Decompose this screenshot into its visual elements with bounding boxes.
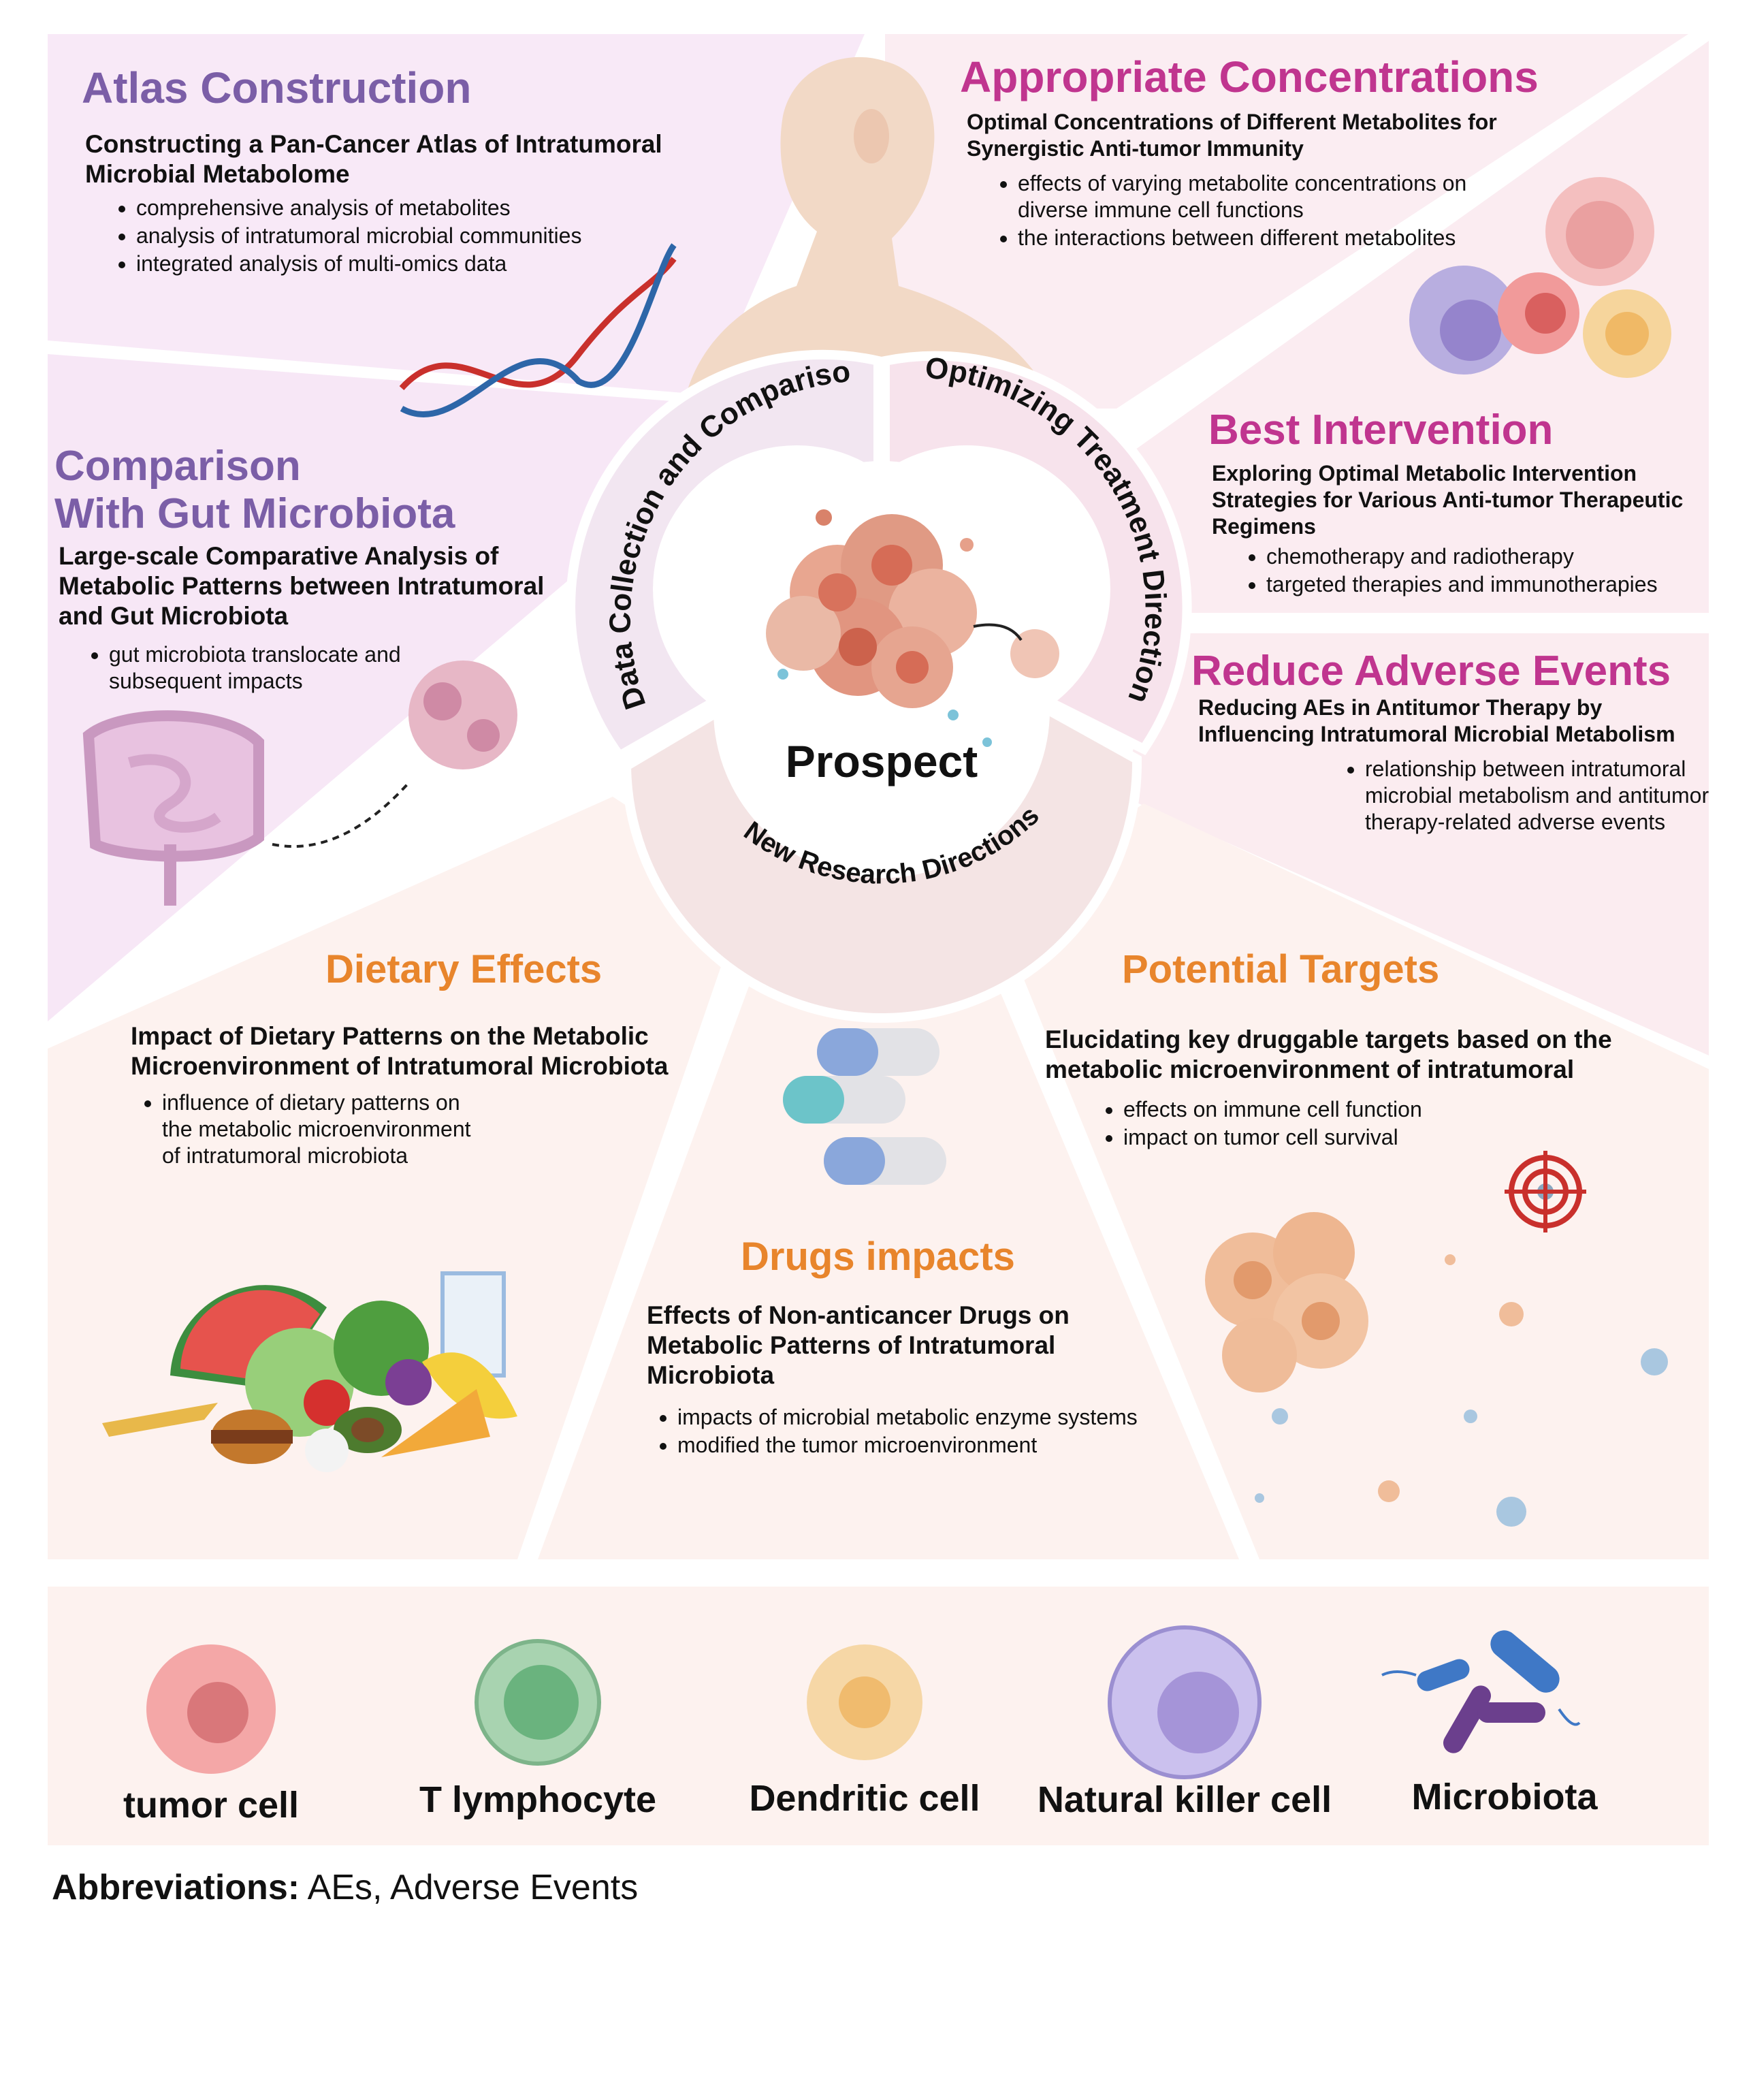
food-illustration [102, 1271, 517, 1472]
capsules-illustration [783, 1028, 946, 1185]
adverse-subtitle: Reducing AEs in Antitumor Therapy by Inf… [1198, 695, 1675, 746]
concentrations-title: Appropriate Concentrations [960, 52, 1539, 101]
atlas-bullets: comprehensive analysis of metabolites an… [89, 195, 626, 279]
human-silhouette [681, 57, 1062, 423]
natural-killer-cell-icon [1108, 1625, 1262, 1779]
comparison-title-line2: With Gut Microbiota [54, 490, 455, 537]
legend-label-tumor-cell: tumor cell [123, 1785, 300, 1826]
concentrations-bullets: effects of varying metabolite concentrat… [970, 170, 1508, 253]
immune-cell-cluster [1409, 177, 1671, 378]
comparison-bullet: gut microbiota translocate and subsequen… [109, 641, 449, 695]
drugs-bullets: impacts of microbial metabolic enzyme sy… [630, 1404, 1154, 1460]
dietary-title: Dietary Effects [325, 947, 603, 991]
intervention-bullet: chemotherapy and radiotherapy [1266, 543, 1751, 570]
drugs-bullet: modified the tumor microenvironment [677, 1432, 1154, 1459]
adverse-bullet: relationship between intratumoral microb… [1365, 756, 1746, 836]
concentrations-bullet: the interactions between different metab… [1018, 225, 1508, 251]
targets-bullet: effects on immune cell function [1123, 1096, 1600, 1123]
central-tumor-cluster [766, 509, 1059, 747]
atlas-subtitle: Constructing a Pan-Cancer Atlas of Intra… [85, 130, 662, 188]
target-illustration [1505, 1151, 1586, 1232]
concentrations-subtitle: Optimal Concentrations of Different Meta… [967, 110, 1497, 161]
abbreviations-footer: Abbreviations: AEs, Adverse Events [52, 1867, 638, 1908]
dietary-subtitle: Impact of Dietary Patterns on the Metabo… [131, 1022, 669, 1080]
drugs-title: Drugs impacts [741, 1235, 1015, 1279]
intervention-bullet: targeted therapies and immunotherapies [1266, 571, 1751, 598]
intestine-illustration [82, 661, 517, 906]
comparison-bullets: gut microbiota translocate and subsequen… [61, 641, 449, 696]
dietary-bullet: influence of dietary patterns on the met… [162, 1089, 489, 1169]
legend-label-dendritic-cell: Dendritic cell [749, 1778, 980, 1819]
atlas-title: Atlas Construction [82, 63, 472, 112]
legend-label-t-lymphocyte: T lymphocyte [419, 1779, 657, 1820]
comparison-title: Comparison With Gut Microbiota [54, 443, 455, 538]
tumor-cluster-right [1205, 1212, 1668, 1527]
drugs-panel-bg [538, 912, 1239, 1559]
comparison-title-line1: Comparison [54, 443, 301, 490]
tumor-cell-icon [146, 1644, 276, 1774]
drugs-bullet: impacts of microbial metabolic enzyme sy… [677, 1404, 1154, 1431]
dietary-bullets: influence of dietary patterns on the met… [114, 1089, 489, 1171]
dna-helix-illustration [399, 243, 677, 417]
abbreviations-label: Abbreviations: [52, 1868, 300, 1907]
abbreviations-text: AEs, Adverse Events [300, 1868, 639, 1907]
microbiota-icon [1381, 1630, 1581, 1753]
dendritic-cell-icon [807, 1644, 922, 1760]
targets-bullets: effects on immune cell function impact o… [1076, 1096, 1600, 1152]
targets-panel-bg [994, 804, 1709, 1559]
intervention-bullets: chemotherapy and radiotherapy targeted t… [1219, 543, 1751, 599]
atlas-bullet: comprehensive analysis of metabolites [136, 195, 626, 221]
concentrations-panel-bg [885, 34, 1688, 409]
legend-label-microbiota: Microbiota [1411, 1777, 1598, 1817]
concentrations-bullet: effects of varying metabolite concentrat… [1018, 170, 1508, 223]
intervention-subtitle: Exploring Optimal Metabolic Intervention… [1212, 461, 1684, 539]
targets-bullet: impact on tumor cell survival [1123, 1124, 1600, 1151]
targets-subtitle: Elucidating key druggable targets based … [1045, 1025, 1612, 1083]
adverse-bullets: relationship between intratumoral microb… [1317, 756, 1746, 837]
intervention-title: Best Intervention [1208, 407, 1554, 454]
t-lymphocyte-icon [475, 1639, 601, 1766]
adverse-title: Reduce Adverse Events [1191, 648, 1671, 695]
adverse-panel-bg [1123, 633, 1709, 1055]
atlas-bullet: analysis of intratumoral microbial commu… [136, 223, 626, 249]
targets-title: Potential Targets [1122, 947, 1440, 991]
atlas-panel-bg [48, 34, 865, 395]
drugs-subtitle: Effects of Non-anticancer Drugs on Metab… [647, 1301, 1070, 1389]
comparison-subtitle: Large-scale Comparative Analysis of Meta… [59, 542, 545, 630]
prospect-title: Prospect [785, 736, 978, 786]
atlas-bullet: integrated analysis of multi-omics data [136, 251, 626, 277]
legend-label-natural-killer-cell: Natural killer cell [1037, 1779, 1332, 1820]
